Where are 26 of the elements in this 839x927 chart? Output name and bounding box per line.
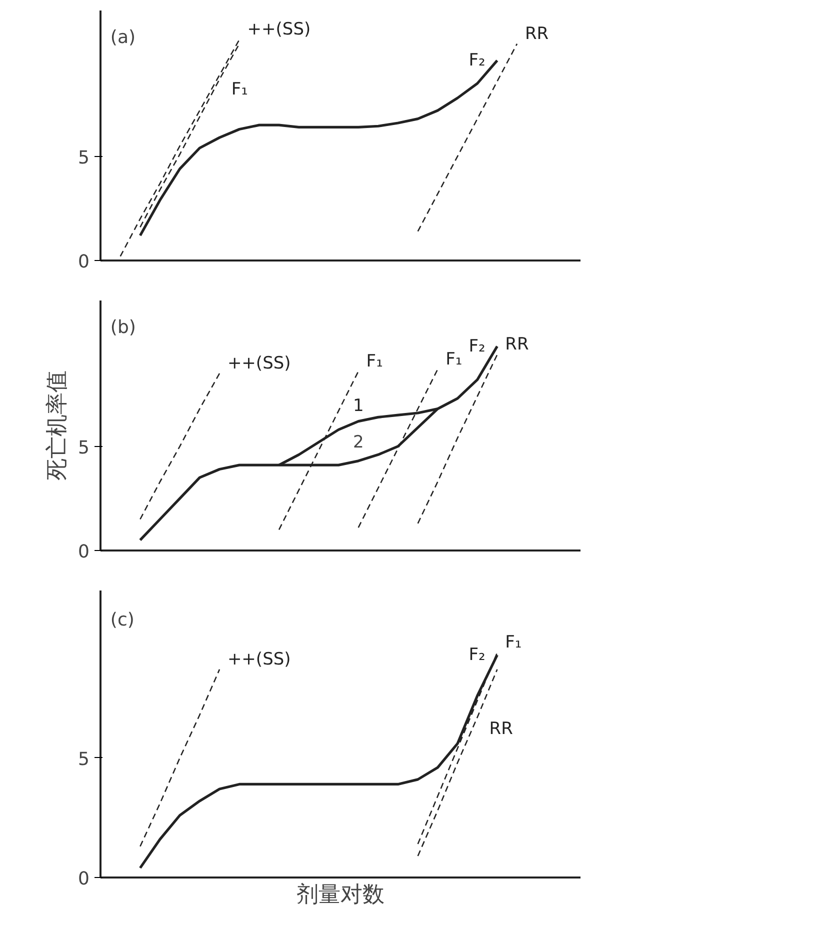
series-label: F₂ <box>468 336 486 356</box>
series-label: RR <box>524 24 549 44</box>
y-tick-label: 5 <box>78 147 90 168</box>
series-label: ++(SS) <box>247 20 311 40</box>
series-label: RR <box>505 334 529 355</box>
series-label: F₁ <box>231 80 248 100</box>
text: (a) <box>110 27 136 48</box>
series-label: ++(SS) <box>227 649 291 670</box>
y-tick-label: 0 <box>78 868 90 890</box>
y-axis-title: 死亡机率值 <box>45 370 70 480</box>
series-label: RR <box>489 719 514 740</box>
series-label: F₁ <box>505 632 522 653</box>
text: (b) <box>110 317 136 338</box>
y-tick-label: 0 <box>78 252 90 272</box>
annotation: 2 <box>352 432 364 453</box>
series-label: 1 <box>352 396 364 416</box>
y-tick-label: 5 <box>78 748 90 770</box>
series-label: F₁ <box>366 351 383 372</box>
series-label: F₂ <box>468 50 486 70</box>
text: (c) <box>110 610 134 631</box>
series-label: F₁ <box>446 349 462 370</box>
series-label: F₂ <box>468 645 486 666</box>
series-label: ++(SS) <box>227 353 291 374</box>
x-axis-title: 剂量对数 <box>296 882 384 908</box>
y-tick-label: 0 <box>78 542 90 562</box>
y-tick-label: 5 <box>78 437 90 458</box>
